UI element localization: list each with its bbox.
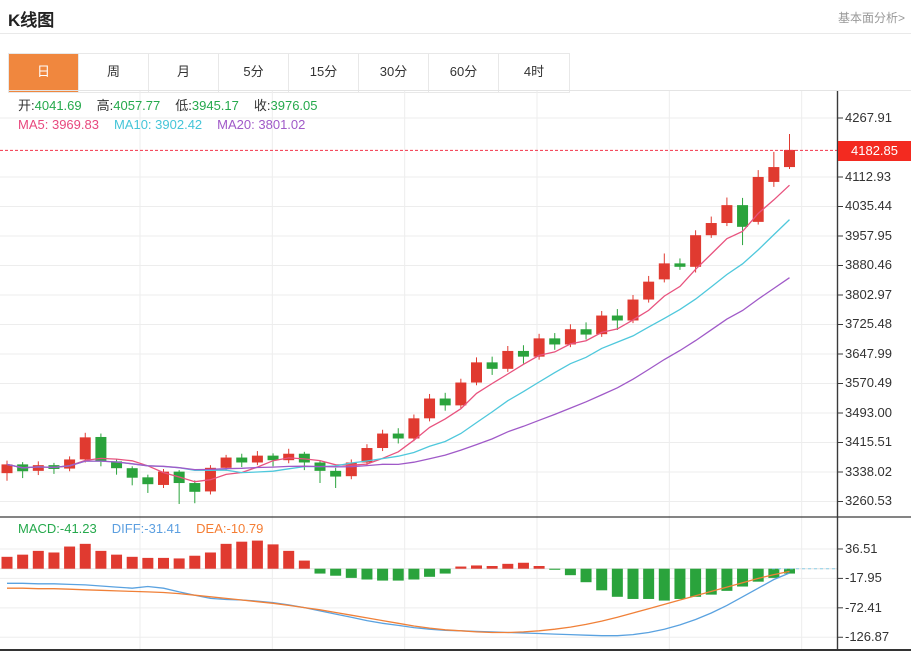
- price-tick-label: 4035.44: [845, 198, 892, 214]
- tab-60min[interactable]: 60分: [429, 54, 499, 92]
- price-tick-label: 3493.00: [845, 404, 892, 420]
- price-tick-label: 3802.97: [845, 286, 892, 302]
- ma20-readout: MA20: 3801.02: [217, 117, 306, 132]
- macd-tick-label: -72.41: [845, 599, 882, 615]
- price-tick-label: 3338.02: [845, 463, 892, 479]
- fundamental-analysis-link[interactable]: 基本面分析>: [837, 11, 905, 25]
- tab-day[interactable]: 日: [9, 54, 79, 92]
- price-tick-label: 3415.51: [845, 434, 892, 450]
- price-tick-label: 3647.99: [845, 345, 892, 361]
- ma10-readout: MA10: 3902.42: [113, 117, 203, 132]
- tab-5min[interactable]: 5分: [219, 54, 289, 92]
- ma5-readout: MA5: 3969.83: [18, 117, 99, 132]
- price-tick-label: 3570.49: [845, 375, 892, 391]
- ohlc-legend: 开:4041.69 高:4057.77 低:3945.17 收:3976.05: [18, 95, 318, 114]
- macd-tick-label: 36.51: [845, 540, 878, 556]
- tab-15min[interactable]: 15分: [289, 54, 359, 92]
- macd-tick-label: -126.87: [845, 629, 890, 645]
- diff-readout: DIFF:-31.41: [111, 521, 182, 536]
- macd-legend: MACD:-41.23 DIFF:-31.41 DEA:-10.79: [18, 521, 263, 536]
- tab-30min[interactable]: 30分: [359, 54, 429, 92]
- tab-week[interactable]: 周: [79, 54, 149, 92]
- header: K线图 基本面分析>: [0, 0, 911, 34]
- dea-readout: DEA:-10.79: [196, 521, 264, 536]
- tab-month[interactable]: 月: [149, 54, 219, 92]
- macd-tick-label: -17.95: [845, 570, 882, 586]
- tab-4hour[interactable]: 4时: [499, 54, 569, 92]
- macd-readout: MACD:-41.23: [18, 521, 97, 536]
- price-tick-label: 3725.48: [845, 316, 892, 332]
- high-readout: 高:4057.77: [96, 98, 161, 113]
- period-tabbar: 日 周 月 5分 15分 30分 60分 4时: [8, 53, 570, 93]
- current-price-tag: 4182.85: [838, 141, 911, 161]
- price-tick-label: 3957.95: [845, 227, 892, 243]
- price-tick-label: 3260.53: [845, 493, 892, 509]
- price-tick-label: 3880.46: [845, 257, 892, 273]
- price-tick-label: 4267.91: [845, 109, 892, 125]
- price-tick-label: 4112.93: [845, 168, 892, 184]
- low-readout: 低:3945.17: [175, 98, 239, 113]
- open-readout: 开:4041.69: [18, 98, 82, 113]
- page-title: K线图: [8, 11, 55, 30]
- ma-legend: MA5: 3969.83 MA10: 3902.42 MA20: 3801.02: [18, 117, 305, 132]
- close-readout: 收:3976.05: [253, 98, 318, 113]
